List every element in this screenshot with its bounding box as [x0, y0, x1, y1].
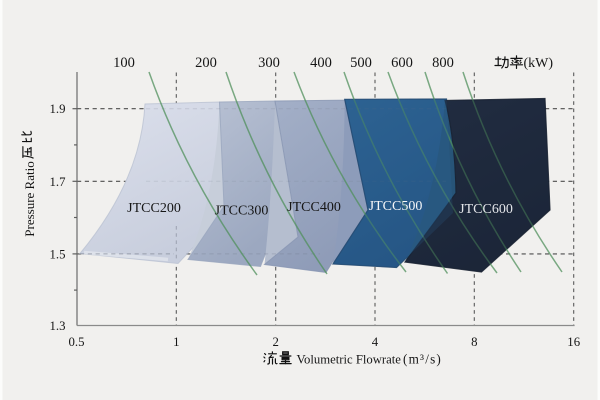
svg-text:1.9: 1.9 — [50, 102, 66, 116]
svg-text:800: 800 — [432, 55, 454, 71]
svg-text:200: 200 — [195, 55, 217, 71]
svg-text:8: 8 — [471, 335, 477, 349]
svg-text:400: 400 — [310, 55, 332, 71]
svg-text:2: 2 — [272, 335, 278, 349]
svg-text:Volumetric Flowrate: Volumetric Flowrate — [297, 353, 402, 367]
svg-text:(m³/s): (m³/s) — [403, 352, 442, 367]
svg-text:100: 100 — [113, 55, 135, 71]
svg-text:1: 1 — [173, 335, 179, 349]
svg-text:500: 500 — [350, 55, 372, 71]
svg-text:JTCC200: JTCC200 — [127, 201, 181, 216]
svg-text:JTCC500: JTCC500 — [369, 199, 423, 214]
svg-text:4: 4 — [372, 335, 379, 349]
svg-text:JTCC400: JTCC400 — [287, 200, 341, 215]
svg-text:(kW): (kW) — [524, 56, 554, 71]
svg-text:JTCC600: JTCC600 — [459, 202, 513, 217]
svg-text:300: 300 — [258, 55, 280, 71]
svg-text:Pressure Ratio: Pressure Ratio — [22, 161, 37, 236]
svg-text:1.5: 1.5 — [50, 247, 66, 261]
svg-text:16: 16 — [567, 335, 580, 349]
svg-text:600: 600 — [391, 55, 413, 71]
svg-text:1.7: 1.7 — [50, 175, 67, 189]
svg-text:1.3: 1.3 — [50, 319, 66, 333]
svg-text:JTCC300: JTCC300 — [215, 204, 269, 219]
svg-text:0.5: 0.5 — [69, 335, 85, 349]
